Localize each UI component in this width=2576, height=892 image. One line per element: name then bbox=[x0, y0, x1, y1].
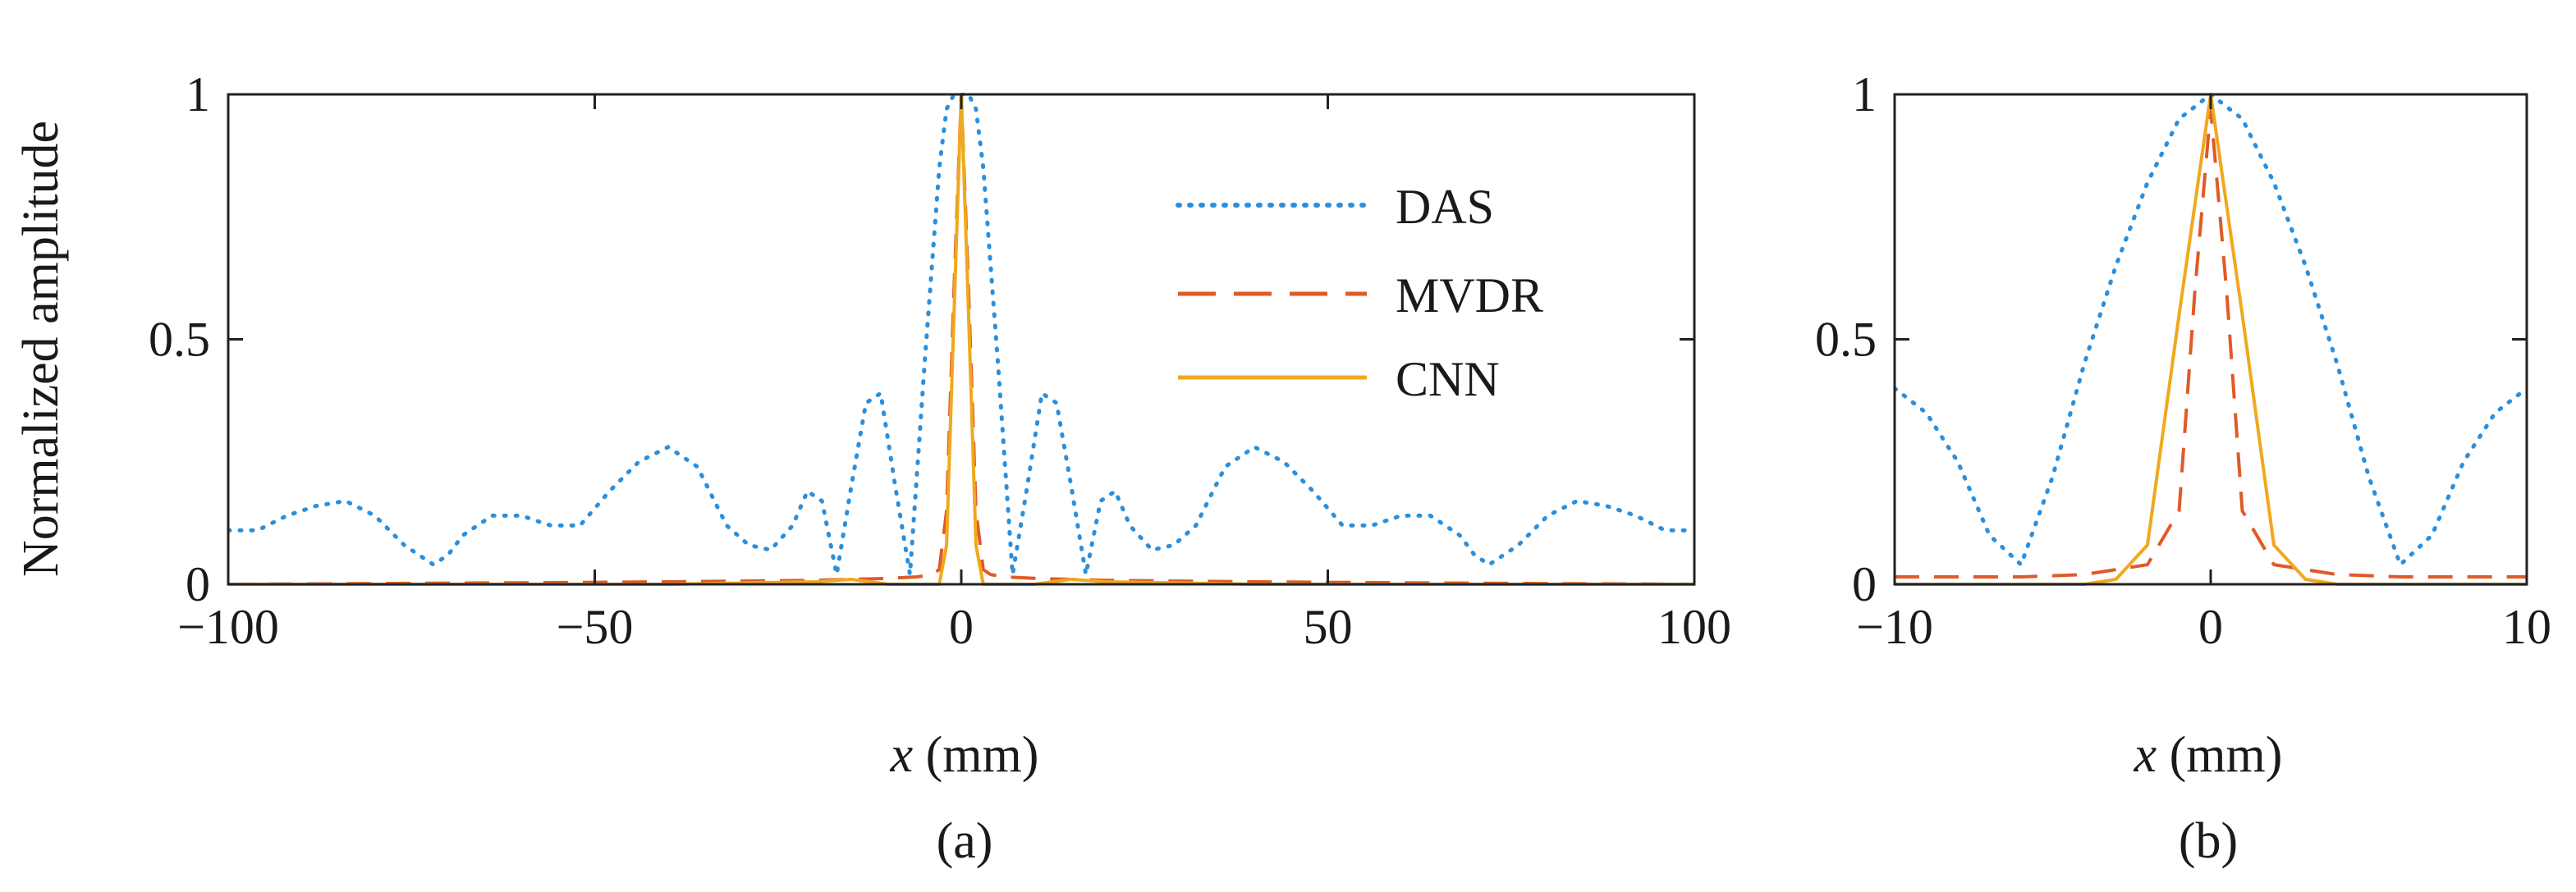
x-tick-label: −100 bbox=[177, 600, 279, 654]
x-axis-var-a: x bbox=[890, 727, 914, 783]
y-tick-label: 1 bbox=[1852, 67, 1877, 121]
x-axis-unit-b: (mm) bbox=[2157, 727, 2282, 783]
x-tick-label: −10 bbox=[1856, 600, 1933, 654]
series-group bbox=[228, 93, 1694, 586]
series-line-cnn bbox=[1895, 93, 2527, 586]
series-group bbox=[1895, 93, 2527, 586]
legend-label-mvdr: MVDR bbox=[1396, 268, 1543, 322]
plot-frame bbox=[227, 93, 1696, 586]
series-line-das bbox=[1895, 93, 2527, 567]
panel-a: −100 −50 0 50 100 0 0.5 1 bbox=[149, 67, 1731, 654]
y-tick-label: 0 bbox=[1852, 557, 1877, 611]
y-axis-label: Normalized amplitude bbox=[13, 121, 69, 577]
x-tick-label: 0 bbox=[949, 600, 974, 654]
x-axis-var-b: x bbox=[2134, 727, 2157, 783]
x-tick-label: 0 bbox=[2198, 600, 2223, 654]
series-line-das bbox=[228, 93, 1694, 577]
x-tick-label: 10 bbox=[2502, 600, 2551, 654]
x-tick-label: 100 bbox=[1657, 600, 1731, 654]
y-tick-label: 0.5 bbox=[1815, 313, 1877, 367]
x-axis-label-b: x (mm) bbox=[2134, 727, 2283, 783]
legend-label-cnn: CNN bbox=[1396, 352, 1500, 406]
x-tick-label: −50 bbox=[557, 600, 634, 654]
legend-label-das: DAS bbox=[1396, 180, 1494, 234]
y-tick-label: 0 bbox=[186, 557, 210, 611]
series-line-mvdr bbox=[228, 93, 1694, 586]
x-axis-label-a: x (mm) bbox=[890, 727, 1039, 783]
y-tick-label: 1 bbox=[186, 67, 210, 121]
caption-b: (b) bbox=[2179, 813, 2238, 869]
plot-frame bbox=[1893, 93, 2528, 586]
y-tick-label: 0.5 bbox=[149, 313, 210, 367]
x-axis-unit-a: (mm) bbox=[913, 727, 1038, 783]
series-line-mvdr bbox=[1895, 107, 2527, 579]
caption-a: (a) bbox=[937, 813, 993, 869]
x-tick-label: 50 bbox=[1304, 600, 1353, 654]
series-line-cnn bbox=[228, 93, 1694, 586]
legend: DAS MVDR CNN bbox=[1176, 180, 1543, 406]
